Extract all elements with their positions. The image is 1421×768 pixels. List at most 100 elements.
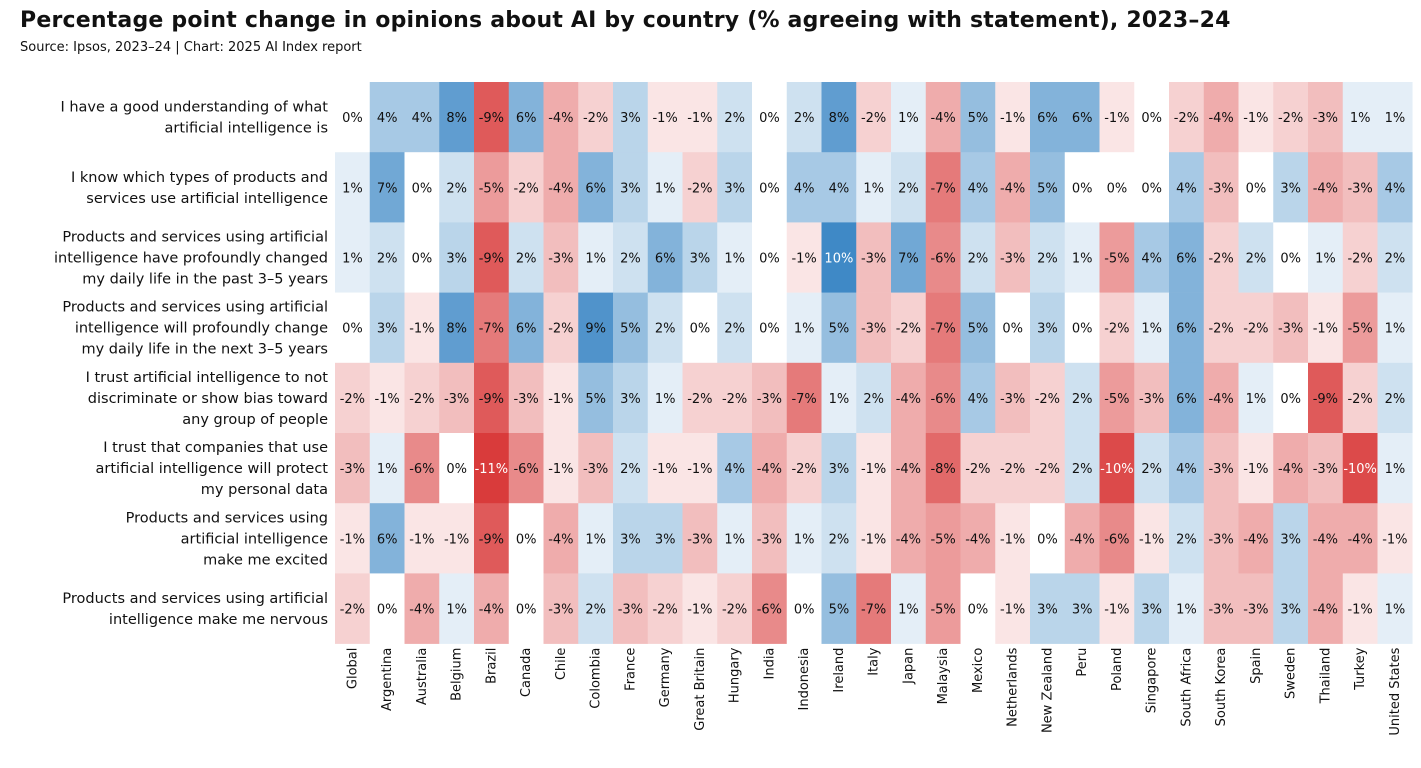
cell-value-label: -3% (1208, 603, 1233, 618)
cell-value-label: 0% (759, 111, 780, 126)
cell-value-label: -4% (409, 603, 434, 618)
heatmap-cell (856, 573, 892, 644)
cell-value-label: -2% (1174, 111, 1199, 126)
heatmap-cell (1030, 433, 1066, 504)
column-label: United States (1388, 647, 1403, 735)
row-label: Products and services using artificial in… (62, 591, 328, 628)
heatmap-cell (786, 292, 822, 364)
cell-value-label: 0% (759, 252, 780, 267)
cell-value-label: -4% (1278, 462, 1303, 477)
cell-value-label: 1% (655, 181, 676, 196)
cell-value-label: -6% (757, 603, 782, 618)
heatmap-cell (578, 503, 614, 574)
cell-value-label: 6% (655, 252, 676, 267)
cell-value-label: 2% (655, 322, 676, 337)
heatmap-cell (717, 292, 753, 364)
heatmap-cell (1134, 362, 1170, 434)
heatmap-cell (1342, 152, 1378, 223)
cell-value-label: 3% (1141, 603, 1162, 618)
column-label: Argentina (380, 648, 395, 711)
heatmap-cell (891, 362, 927, 434)
heatmap-cell (786, 573, 822, 644)
heatmap-cell (508, 222, 544, 293)
heatmap-cell (786, 152, 822, 223)
heatmap-cell (578, 573, 614, 644)
cell-value-label: 2% (620, 462, 641, 477)
cell-value-label: 4% (377, 111, 398, 126)
column-label: Italy (867, 647, 882, 676)
heatmap-cell (335, 362, 371, 434)
row-label-line: Products and services using artificial (62, 230, 328, 246)
heatmap-cell (1238, 292, 1274, 364)
column-label: Global (345, 648, 360, 689)
cell-value-label: 2% (724, 322, 745, 337)
column-label: South Africa (1179, 648, 1194, 727)
heatmap-cell (995, 82, 1031, 153)
heatmap-cell (613, 152, 649, 223)
cell-value-label: 0% (342, 322, 363, 337)
cell-value-label: -10% (1100, 462, 1134, 477)
cell-value-label: -11% (475, 462, 509, 477)
cell-value-label: -3% (1208, 181, 1233, 196)
heatmap-cell (717, 152, 753, 223)
heatmap-cell (925, 503, 961, 574)
heatmap-cell (995, 503, 1031, 574)
heatmap-cell (925, 82, 961, 153)
cell-value-label: -4% (965, 532, 990, 547)
heatmap-cell (821, 152, 857, 223)
cell-value-label: 3% (829, 462, 850, 477)
cell-value-label: -7% (791, 392, 816, 407)
cell-value-label: 1% (1315, 252, 1336, 267)
heatmap-cell (439, 573, 475, 644)
heatmap-cell (925, 152, 961, 223)
heatmap-cell (335, 503, 371, 574)
cell-value-label: -4% (757, 462, 782, 477)
heatmap-cell (1308, 573, 1344, 644)
heatmap-cell (1099, 292, 1135, 364)
heatmap-cell (682, 292, 718, 364)
column-label: Netherlands (1006, 647, 1021, 726)
cell-value-label: -5% (1104, 252, 1129, 267)
heatmap-cell (1064, 222, 1100, 293)
column-labels: Global Argentina Australia Belgium Brazil Can… (345, 647, 1403, 735)
cell-value-label: 6% (377, 532, 398, 547)
heatmap-cell (682, 503, 718, 574)
cell-value-label: 0% (759, 322, 780, 337)
cell-value-label: 1% (724, 532, 745, 547)
column-label: Turkey (1353, 647, 1368, 691)
heatmap-cell (1099, 82, 1135, 153)
cell-value-label: -2% (687, 181, 712, 196)
cell-value-label: -1% (548, 392, 573, 407)
row-label-line: intelligence have profoundly changed (54, 251, 328, 267)
heatmap-cell (1169, 573, 1205, 644)
heatmap-cell (891, 503, 927, 574)
heatmap-cell (1238, 82, 1274, 153)
heatmap-cell (369, 503, 405, 574)
heatmap-cell (474, 573, 510, 644)
cell-value-label: 5% (829, 603, 850, 618)
cell-value-label: 1% (655, 392, 676, 407)
cell-value-label: -3% (1139, 392, 1164, 407)
column-label: Thailand (1318, 648, 1333, 705)
heatmap-cell (995, 573, 1031, 644)
cell-value-label: 1% (1246, 392, 1267, 407)
cell-value-label: -4% (930, 111, 955, 126)
heatmap-cell (1377, 433, 1413, 504)
heatmap-cell (1308, 292, 1344, 364)
heatmap-cell (1064, 82, 1100, 153)
row-label: Products and services using artificial in… (126, 510, 328, 568)
heatmap-cell (891, 152, 927, 223)
heatmap-cell (578, 362, 614, 434)
cell-value-label: 6% (1176, 252, 1197, 267)
cell-value-label: 0% (690, 322, 711, 337)
heatmap-cell (1308, 222, 1344, 293)
cell-value-label: 1% (1176, 603, 1197, 618)
cell-value-label: 4% (829, 181, 850, 196)
column-label: India (762, 648, 777, 680)
cell-value-label: 2% (968, 252, 989, 267)
cell-value-label: 4% (1385, 181, 1406, 196)
cell-value-label: -9% (1313, 392, 1338, 407)
heatmap-cell (960, 362, 996, 434)
cell-value-label: -3% (1278, 322, 1303, 337)
heatmap-cell (786, 503, 822, 574)
